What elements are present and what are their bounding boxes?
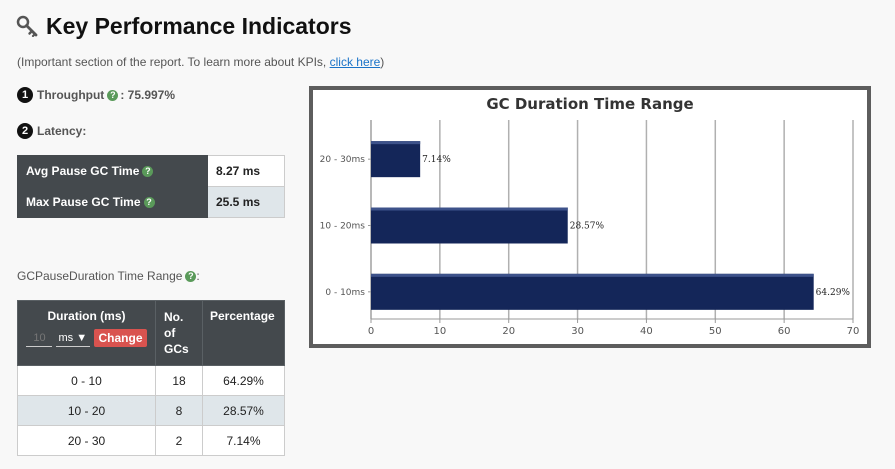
key-icon (16, 15, 38, 37)
throughput-row: 1 Throughput ? : 75.997% (17, 87, 175, 103)
bar (371, 207, 568, 244)
max-pause-value: 25.5 ms (207, 186, 285, 218)
x-tick-label: 30 (571, 326, 584, 337)
bar-highlight (371, 273, 814, 277)
page-header: Key Performance Indicators (16, 10, 352, 42)
avg-pause-value: 8.27 ms (207, 155, 285, 187)
table-row: Max Pause GC Time? 25.5 ms (17, 186, 285, 218)
table-row: 0 - 10 18 64.29% (17, 365, 285, 396)
table-row: Avg Pause GC Time? 8.27 ms (17, 155, 285, 187)
y-tick-label: 20 - 30ms (320, 155, 366, 165)
data-label: 28.57% (570, 222, 605, 232)
latency-row: 2 Latency: (17, 123, 86, 139)
help-icon[interactable]: ? (185, 270, 197, 282)
gc-duration-chart: GC Duration Time Range 0 10 20 30 40 50 60 70 20 … (309, 86, 871, 348)
subtitle-text: (Important section of the report. To lea… (17, 55, 330, 69)
number-badge-1: 1 (17, 87, 33, 103)
throughput-value: : 75.997% (120, 88, 176, 102)
count-cell: 18 (155, 365, 203, 396)
throughput-label: Throughput (37, 88, 105, 102)
data-label: 7.14% (422, 155, 451, 165)
page-subtitle: (Important section of the report. To lea… (17, 55, 384, 69)
max-pause-header: Max Pause GC Time? (17, 186, 208, 218)
duration-header: Duration (ms) 10 ms ▼ Change (17, 300, 156, 366)
range-cell: 0 - 10 (17, 365, 156, 396)
pause-time-table: Avg Pause GC Time? 8.27 ms Max Pause GC … (17, 155, 285, 218)
x-tick-label: 0 (368, 326, 374, 337)
range-cell: 10 - 20 (17, 395, 156, 426)
pct-cell: 64.29% (202, 365, 285, 396)
table-header-row: Duration (ms) 10 ms ▼ Change No. of GCs … (17, 300, 285, 366)
count-cell: 2 (155, 425, 203, 456)
click-here-link[interactable]: click here (329, 55, 381, 69)
table-row: 10 - 20 8 28.57% (17, 395, 285, 426)
data-label: 64.29% (816, 288, 851, 298)
chart-svg: GC Duration Time Range 0 10 20 30 40 50 60 70 20 … (320, 95, 860, 337)
help-icon[interactable]: ? (107, 89, 119, 101)
count-header: No. of GCs (155, 300, 203, 366)
x-tick-label: 50 (709, 326, 722, 337)
x-tick-label: 40 (640, 326, 653, 337)
latency-label: Latency: (37, 124, 87, 138)
x-tick-label: 10 (433, 326, 446, 337)
table-row: 20 - 30 2 7.14% (17, 425, 285, 456)
caret-down-icon: ▼ (76, 332, 88, 344)
y-tick-label: 10 - 20ms (320, 222, 366, 232)
bar-highlight (371, 207, 568, 211)
range-cell: 20 - 30 (17, 425, 156, 456)
bar (371, 141, 421, 178)
x-tick-label: 60 (778, 326, 791, 337)
pct-cell: 28.57% (202, 395, 285, 426)
avg-pause-header: Avg Pause GC Time? (17, 155, 208, 187)
chart-title: GC Duration Time Range (486, 95, 693, 113)
number-badge-2: 2 (17, 123, 33, 139)
count-cell: 8 (155, 395, 203, 426)
interval-controls: 10 ms ▼ Change (22, 329, 151, 347)
x-tick-label: 70 (847, 326, 860, 337)
duration-table: Duration (ms) 10 ms ▼ Change No. of GCs … (17, 300, 285, 456)
bar-highlight (371, 141, 421, 145)
change-button[interactable]: Change (94, 329, 147, 347)
help-icon[interactable]: ? (142, 166, 154, 178)
interval-input[interactable]: 10 (26, 329, 53, 347)
x-tick-label: 20 (502, 326, 515, 337)
percentage-header: Percentage (202, 300, 285, 366)
pct-cell: 7.14% (202, 425, 285, 456)
page-title: Key Performance Indicators (46, 12, 352, 39)
bar (371, 273, 814, 310)
unit-select[interactable]: ms ▼ (56, 329, 91, 347)
y-tick-label: 0 - 10ms (325, 288, 365, 298)
help-icon[interactable]: ? (143, 197, 155, 209)
subtitle-suffix: ) (380, 55, 385, 69)
range-section-title: GCPauseDuration Time Range ?: (17, 269, 200, 283)
